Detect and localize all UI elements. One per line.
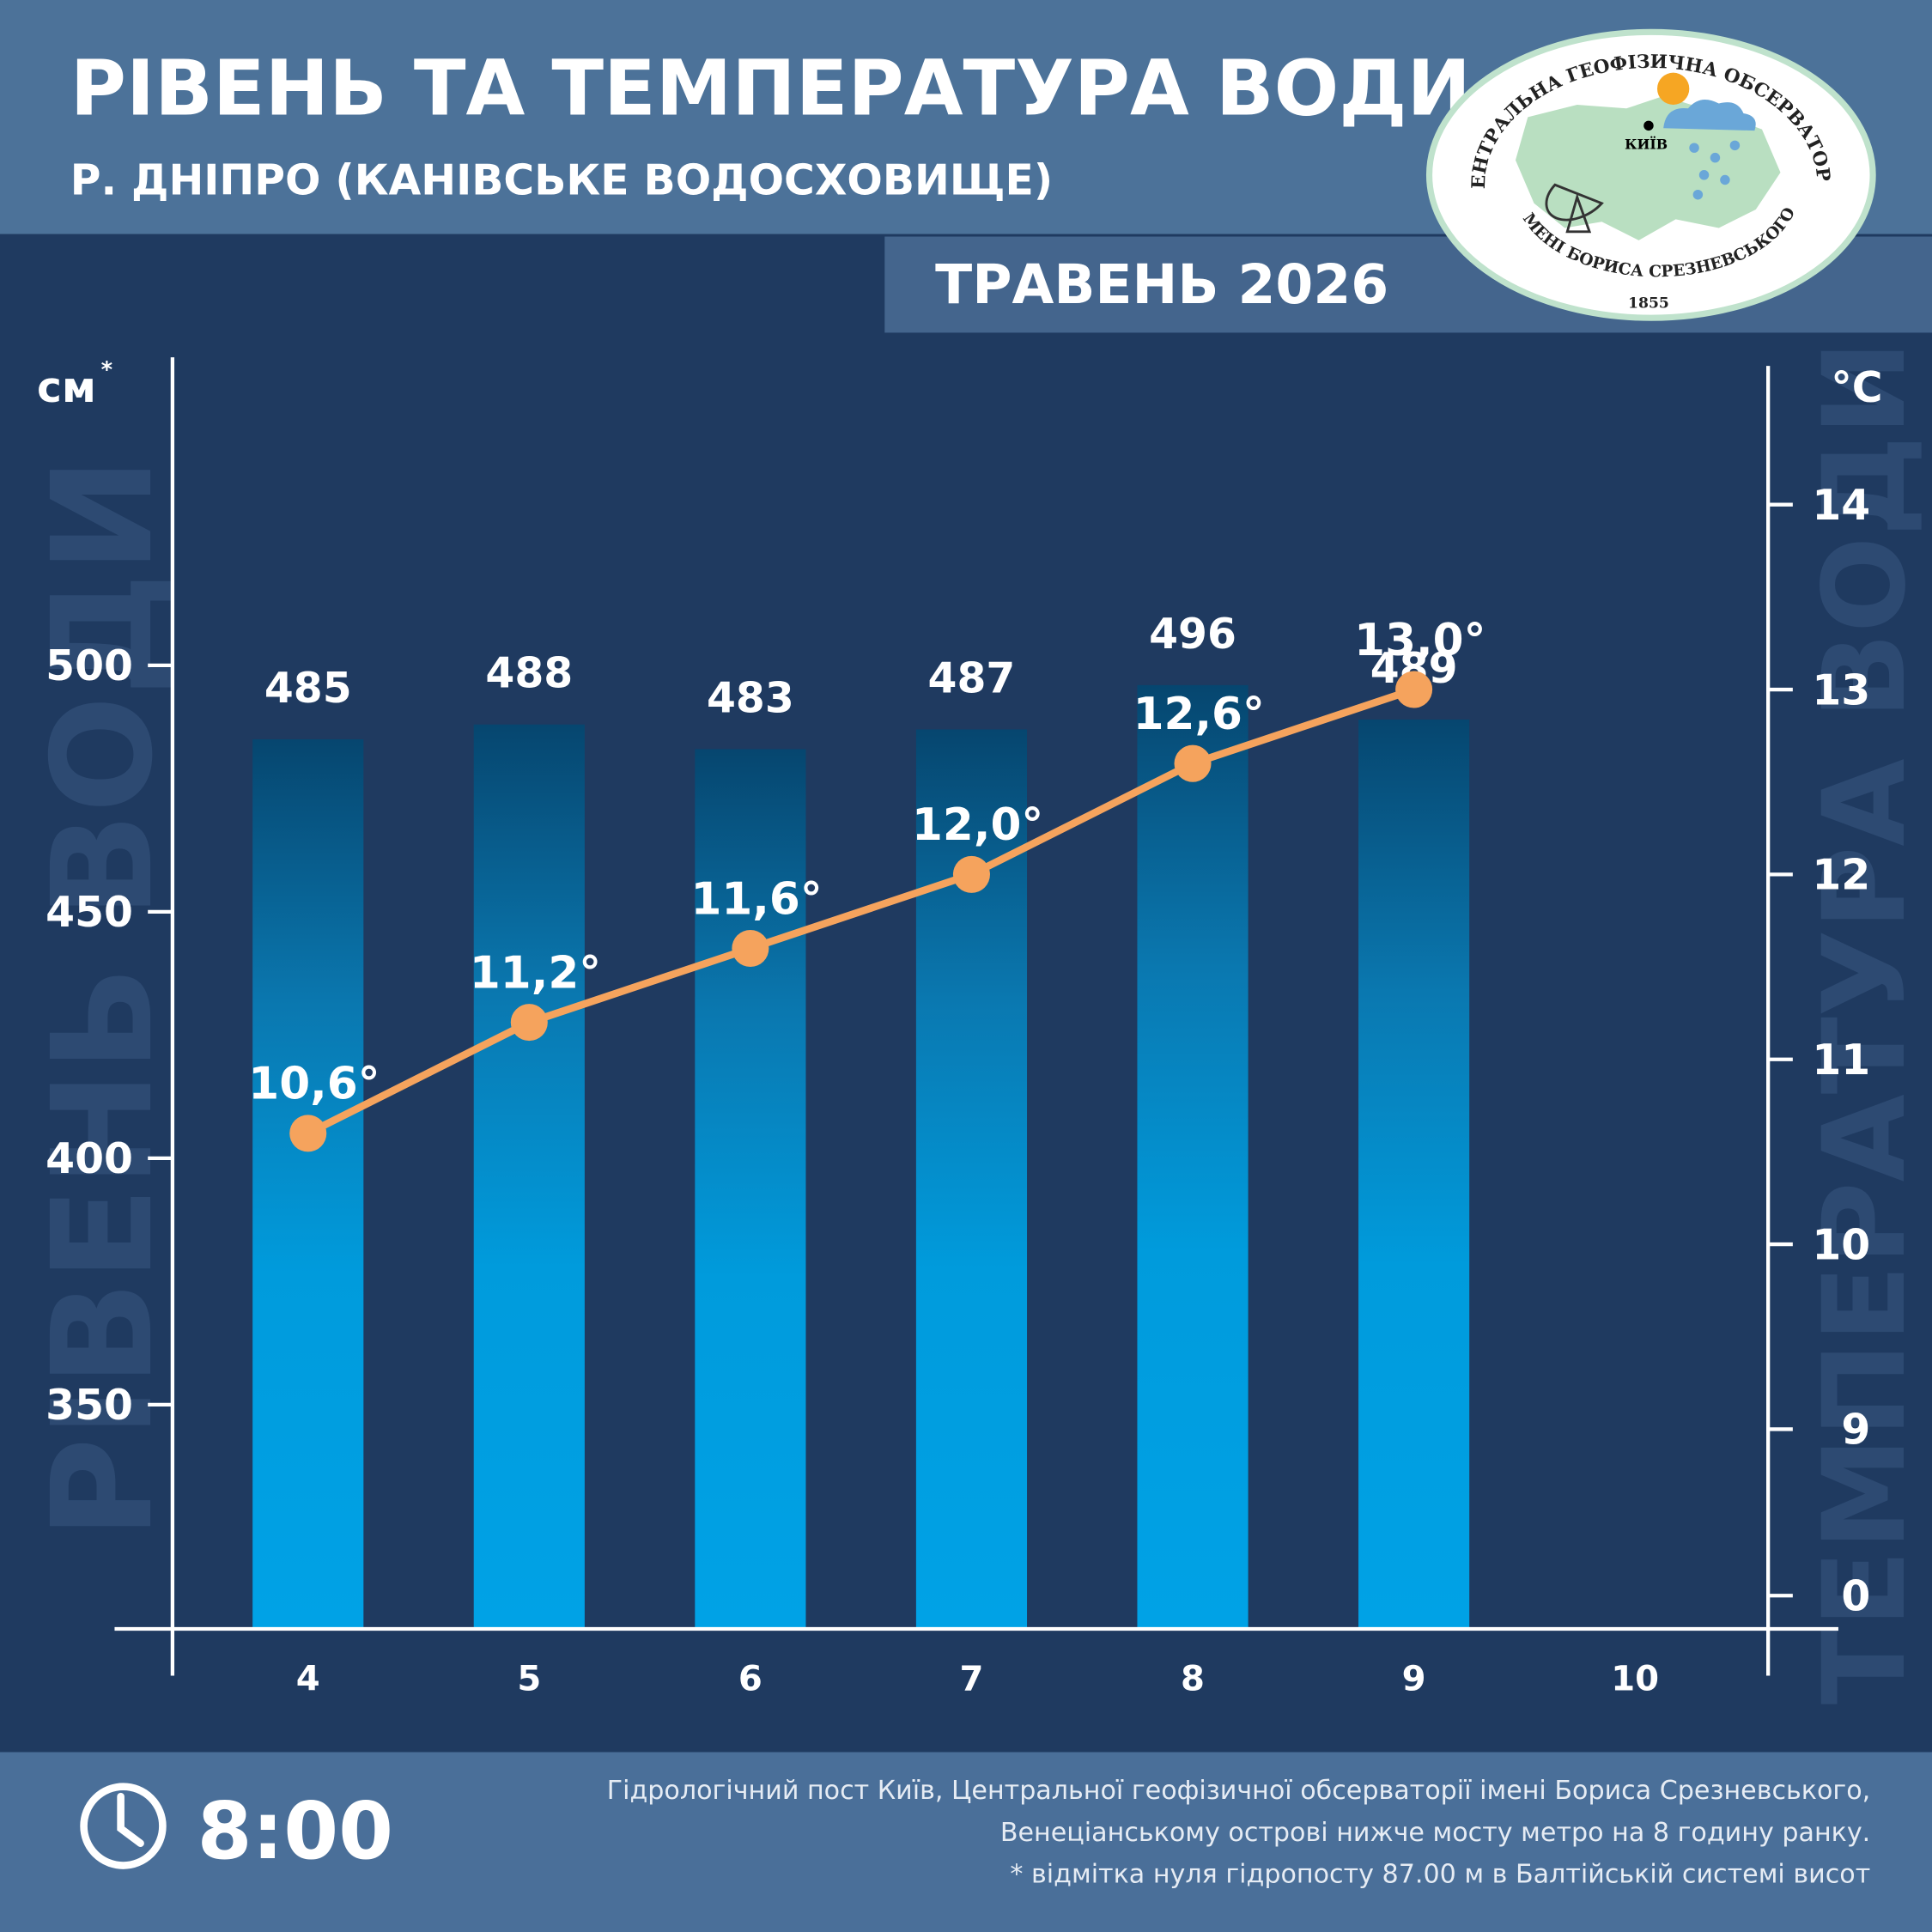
footnote: Гідрологічний пост Київ, Центральної гео…	[607, 1776, 1871, 1806]
temperature-label: 10,6°	[248, 1059, 380, 1110]
y2-tick-label: 14	[1812, 481, 1870, 530]
footnote: Венеціанському острові нижче мосту метро…	[1000, 1818, 1870, 1848]
bar-label: 487	[928, 653, 1016, 702]
clock-hands	[117, 1792, 144, 1847]
bar-label: 496	[1149, 610, 1236, 659]
y-tick-label: 350	[46, 1381, 133, 1430]
temperature-label: 11,6°	[690, 873, 822, 925]
x-tick-label: 9	[1402, 1660, 1426, 1699]
x-tick-label: 7	[959, 1660, 983, 1699]
x-tick-label: 6	[738, 1660, 762, 1699]
y-tick-label: 400	[46, 1134, 133, 1183]
y2-tick-label: 11	[1812, 1036, 1870, 1084]
temperature-point	[1174, 744, 1212, 782]
period: ТРАВЕНЬ 2026	[935, 252, 1388, 316]
logo-rain	[1689, 140, 1741, 200]
bar	[473, 724, 585, 1630]
logo-city-dot	[1643, 120, 1654, 131]
bar-label: 485	[264, 664, 352, 713]
y-axis-title: РІВЕНЬ ВОДИ	[22, 458, 183, 1540]
bar	[695, 749, 806, 1630]
logo-map	[1515, 95, 1781, 240]
y2-unit: °C	[1831, 363, 1882, 412]
y-tick-label: 450	[46, 888, 133, 937]
subtitle: Р. ДНІПРО (КАНІВСЬКЕ ВОДОСХОВИЩЕ)	[70, 156, 1053, 205]
temperature-point	[289, 1115, 327, 1152]
temperature-point	[732, 929, 769, 968]
temperature-label: 12,0°	[912, 799, 1043, 851]
temperature-point	[1395, 671, 1433, 708]
temperature-label: 13,0°	[1354, 615, 1485, 666]
logo-year: 1855	[1628, 295, 1669, 313]
footnote: * відмітка нуля гідропосту 87.00 м в Бал…	[1010, 1860, 1870, 1890]
x-tick-label: 8	[1181, 1660, 1205, 1699]
logo-dish	[1545, 183, 1604, 234]
title: РІВЕНЬ ТА ТЕМПЕРАТУРА ВОДИ	[70, 43, 1471, 132]
y2-tick-label: 12	[1812, 851, 1870, 900]
temperature-line	[306, 685, 1415, 1137]
bar	[1358, 720, 1470, 1630]
y2-axis-title: ТЕМПЕРАТУРА ВОДИ	[1799, 341, 1931, 1705]
y-unit-mark: *	[101, 357, 113, 383]
plot: 350 400 450 500 0 9 10 11 12 13 14 4 5 6 7 8 9 10 485 488 48…	[46, 357, 1870, 1699]
footer-band	[0, 1752, 1932, 1932]
bar	[1137, 684, 1249, 1630]
y2-tick-label: 0	[1841, 1571, 1870, 1620]
logo-cloud	[1663, 99, 1756, 131]
bar-label: 488	[485, 649, 573, 698]
y2-tick-label: 10	[1812, 1220, 1870, 1269]
y-tick-label: 500	[46, 641, 133, 690]
temperature-point	[952, 855, 990, 893]
bar-label: 483	[707, 673, 794, 722]
logo-sun	[1657, 72, 1690, 105]
clock-icon	[80, 1783, 167, 1869]
temperature-label: 11,2°	[470, 947, 601, 999]
logo-city: КИЇВ	[1625, 136, 1668, 153]
temperature-point	[510, 1004, 548, 1042]
time: 8:00	[197, 1785, 393, 1877]
bar	[252, 738, 364, 1630]
x-tick-label: 4	[296, 1660, 320, 1699]
y2-tick-label: 13	[1812, 665, 1870, 714]
y2-tick-label: 9	[1841, 1406, 1870, 1455]
temperature-label: 12,6°	[1133, 689, 1265, 740]
y-unit: см	[37, 363, 96, 412]
x-tick-label: 10	[1611, 1660, 1659, 1699]
x-tick-label: 5	[517, 1660, 541, 1699]
